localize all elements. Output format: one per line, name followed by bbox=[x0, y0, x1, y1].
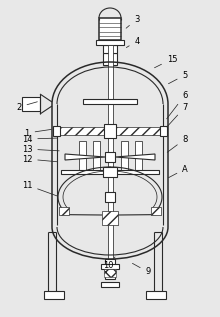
Bar bbox=[96, 40, 124, 45]
Bar bbox=[22, 97, 40, 111]
Bar bbox=[103, 53, 117, 65]
Text: 15: 15 bbox=[154, 55, 177, 68]
Bar bbox=[101, 282, 119, 287]
Bar bbox=[104, 124, 116, 138]
Text: 8: 8 bbox=[167, 134, 188, 152]
Bar bbox=[99, 18, 121, 40]
Polygon shape bbox=[115, 154, 155, 160]
Text: 2: 2 bbox=[16, 102, 37, 112]
Text: A: A bbox=[169, 165, 188, 178]
Text: 13: 13 bbox=[22, 145, 59, 153]
Text: 9: 9 bbox=[132, 263, 151, 276]
Text: 5: 5 bbox=[169, 70, 188, 84]
Bar bbox=[121, 141, 128, 173]
Bar bbox=[146, 291, 166, 299]
Bar bbox=[105, 192, 115, 202]
Bar bbox=[57, 127, 163, 135]
Bar bbox=[151, 207, 161, 215]
Bar bbox=[102, 211, 118, 225]
Text: 7: 7 bbox=[167, 102, 188, 127]
Bar bbox=[135, 141, 142, 173]
Bar bbox=[59, 207, 69, 215]
Bar bbox=[44, 291, 64, 299]
Bar bbox=[105, 259, 115, 279]
Text: 4: 4 bbox=[126, 36, 140, 48]
Bar bbox=[105, 152, 115, 162]
Bar bbox=[61, 170, 159, 174]
Text: 1: 1 bbox=[24, 128, 51, 138]
Bar bbox=[83, 99, 137, 104]
Bar bbox=[160, 126, 167, 136]
Bar bbox=[93, 141, 100, 173]
Text: 3: 3 bbox=[126, 15, 140, 28]
Bar bbox=[104, 269, 116, 277]
Text: 6: 6 bbox=[167, 90, 188, 119]
Bar bbox=[53, 126, 60, 136]
Bar bbox=[108, 45, 113, 259]
Text: 11: 11 bbox=[22, 180, 57, 196]
Polygon shape bbox=[65, 154, 105, 160]
Text: 14: 14 bbox=[22, 134, 57, 144]
Bar bbox=[79, 141, 86, 173]
Bar bbox=[103, 167, 117, 177]
Text: 10: 10 bbox=[103, 257, 115, 269]
Text: 12: 12 bbox=[22, 154, 57, 164]
Bar bbox=[103, 45, 117, 53]
Bar bbox=[101, 264, 119, 269]
